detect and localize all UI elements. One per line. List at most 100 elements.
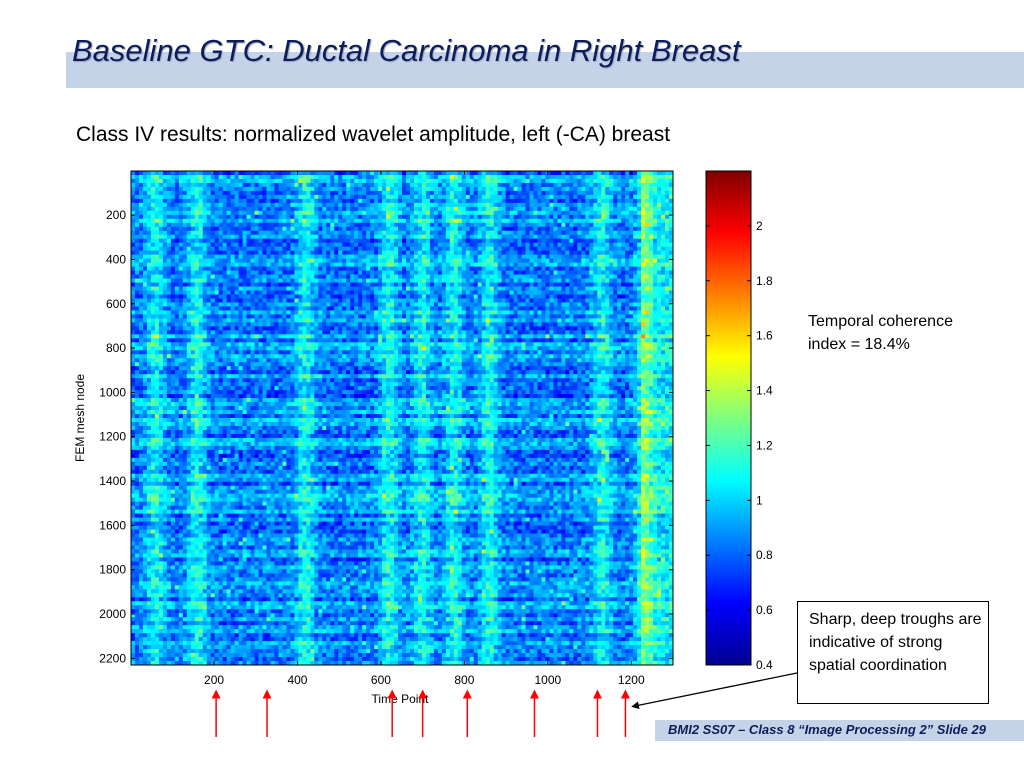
heatmap-cell bbox=[601, 310, 606, 315]
heatmap-cell bbox=[541, 210, 546, 216]
heatmap-cell bbox=[170, 270, 176, 275]
heatmap-cell bbox=[449, 250, 455, 256]
heatmap-cell bbox=[210, 186, 216, 192]
heatmap-cell bbox=[521, 306, 526, 311]
heatmap-cell bbox=[390, 270, 395, 275]
heatmap-cell bbox=[465, 186, 471, 192]
heatmap-cell bbox=[465, 302, 471, 307]
heatmap-cell bbox=[194, 186, 200, 192]
heatmap-cell bbox=[569, 302, 574, 307]
heatmap-cell bbox=[322, 230, 327, 236]
heatmap-cell bbox=[326, 210, 331, 216]
heatmap-cell bbox=[258, 226, 263, 232]
heatmap-cell bbox=[378, 266, 383, 271]
heatmap-cell bbox=[513, 178, 518, 184]
heatmap-cell bbox=[350, 194, 355, 200]
heatmap-cell bbox=[230, 266, 236, 271]
heatmap-cell bbox=[625, 230, 630, 236]
heatmap-cell bbox=[290, 254, 295, 260]
heatmap-cell bbox=[238, 238, 243, 244]
heatmap-cell bbox=[413, 254, 419, 260]
heatmap-cell bbox=[382, 254, 387, 260]
heatmap-cell bbox=[613, 286, 618, 291]
heatmap-cell bbox=[342, 262, 347, 268]
heatmap-cell bbox=[589, 262, 594, 268]
heatmap-cell bbox=[601, 210, 606, 216]
heatmap-cell bbox=[665, 282, 670, 287]
heatmap-cell bbox=[202, 171, 208, 176]
heatmap-cell bbox=[413, 282, 419, 287]
heatmap-cell bbox=[429, 202, 435, 208]
heatmap-cell bbox=[294, 258, 299, 264]
heatmap-cell bbox=[138, 266, 144, 271]
heatmap-cell bbox=[453, 282, 459, 287]
heatmap-cell bbox=[445, 182, 451, 188]
heatmap-cell bbox=[210, 182, 216, 188]
heatmap-cell bbox=[186, 182, 192, 188]
heatmap-cell bbox=[222, 262, 228, 268]
heatmap-cell bbox=[398, 314, 403, 319]
heatmap-cell bbox=[282, 214, 287, 220]
heatmap-cell bbox=[509, 238, 514, 244]
heatmap-cell bbox=[214, 266, 220, 271]
heatmap-cell bbox=[246, 282, 251, 287]
heatmap-cell bbox=[330, 290, 335, 295]
heatmap-cell bbox=[238, 302, 243, 307]
heatmap-cell bbox=[405, 226, 411, 232]
heatmap-cell bbox=[322, 182, 327, 188]
heatmap-cell bbox=[653, 238, 658, 244]
heatmap-cell bbox=[278, 222, 283, 228]
heatmap-cell bbox=[449, 246, 455, 252]
heatmap-cell bbox=[601, 238, 606, 244]
heatmap-cell bbox=[238, 290, 243, 295]
heatmap-cell bbox=[517, 214, 522, 220]
heatmap-cell bbox=[330, 190, 335, 196]
heatmap-cell bbox=[613, 262, 618, 268]
heatmap-cell bbox=[437, 302, 443, 307]
heatmap-cell bbox=[278, 270, 283, 275]
heatmap-cell bbox=[138, 254, 144, 260]
heatmap-cell bbox=[262, 226, 267, 232]
heatmap-cell bbox=[421, 266, 427, 271]
heatmap-cell bbox=[310, 262, 315, 268]
heatmap-cell bbox=[214, 230, 220, 236]
heatmap-cell bbox=[469, 198, 475, 204]
heatmap-cell bbox=[374, 314, 379, 319]
heatmap-cell bbox=[362, 210, 367, 216]
heatmap-cell bbox=[342, 310, 347, 315]
heatmap-cell bbox=[138, 226, 144, 232]
heatmap-cell bbox=[394, 230, 399, 236]
heatmap-cell bbox=[585, 230, 590, 236]
heatmap-cell bbox=[314, 290, 319, 295]
heatmap-cell bbox=[569, 171, 574, 176]
heatmap-cell bbox=[354, 218, 359, 224]
heatmap-cell bbox=[266, 274, 271, 279]
heatmap-cell bbox=[262, 202, 267, 208]
heatmap-cell bbox=[186, 218, 192, 224]
heatmap-cell bbox=[549, 302, 554, 307]
heatmap-cell bbox=[617, 258, 622, 264]
heatmap-cell bbox=[617, 290, 622, 295]
heatmap-cell bbox=[629, 282, 634, 287]
heatmap-cell bbox=[637, 310, 642, 315]
heatmap-cell bbox=[601, 258, 606, 264]
heatmap-cell bbox=[437, 310, 443, 315]
heatmap-cell bbox=[262, 174, 267, 180]
heatmap-cell bbox=[326, 206, 331, 212]
heatmap-cell bbox=[258, 270, 263, 275]
heatmap-cell bbox=[497, 254, 503, 260]
heatmap-cell bbox=[649, 222, 654, 228]
heatmap-cell bbox=[270, 218, 275, 224]
heatmap-cell bbox=[533, 258, 538, 264]
heatmap-cell bbox=[513, 174, 518, 180]
heatmap-cell bbox=[350, 174, 355, 180]
heatmap-cell bbox=[597, 258, 602, 264]
heatmap-cell bbox=[549, 306, 554, 311]
heatmap-cell bbox=[358, 314, 363, 319]
heatmap-cell bbox=[661, 171, 666, 176]
heatmap-cell bbox=[282, 250, 287, 256]
heatmap-cell bbox=[194, 266, 200, 271]
heatmap-cell bbox=[533, 306, 538, 311]
heatmap-cell bbox=[581, 238, 586, 244]
heatmap-cell bbox=[577, 174, 582, 180]
